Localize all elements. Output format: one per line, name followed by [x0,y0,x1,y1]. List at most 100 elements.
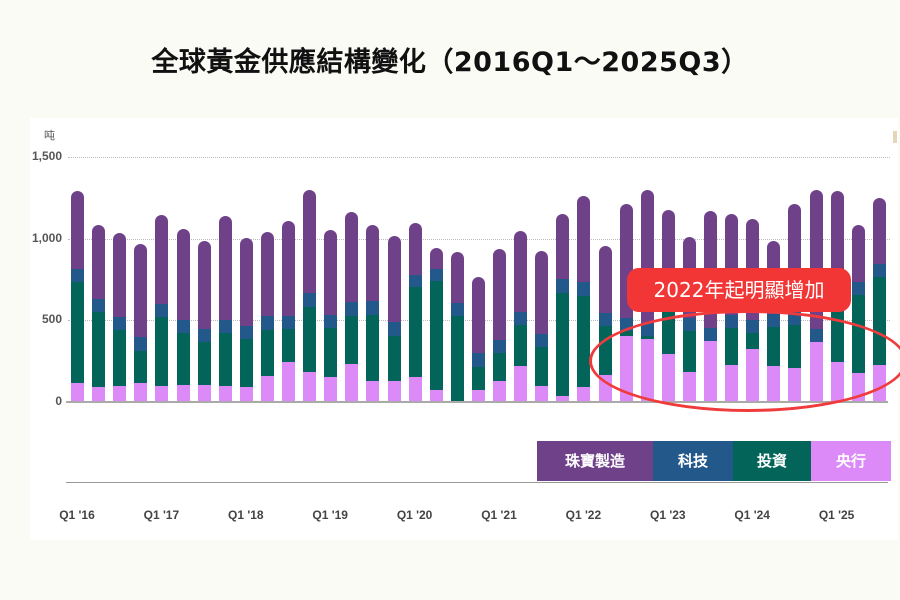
bar-segment [556,278,570,293]
bar-segment [155,317,169,386]
x-tick-label: Q1 '25 [818,508,855,522]
x-tick-label: Q1 '24 [734,508,770,522]
x-tick-label: Q1 '22 [565,508,602,522]
bar-segment [197,384,211,401]
gridline-1000 [68,239,890,240]
bar-segment [493,381,506,401]
bar-segment [387,235,401,323]
bar-2021Q4[interactable] [556,213,570,401]
x-tick-label: Q1 '18 [228,508,264,522]
bar-segment [176,333,190,385]
bar-segment [92,298,106,313]
bar-segment [134,350,148,384]
bar-segment [851,282,865,296]
bar-segment [408,222,422,275]
bar-segment [366,300,380,315]
bar-segment [471,366,485,390]
bar-2016Q3[interactable] [113,232,127,401]
bar-segment [577,282,591,297]
bar-2019Q2[interactable] [345,212,359,401]
bar-2020Q1[interactable] [408,222,422,401]
bar-2019Q1[interactable] [324,230,338,401]
x-tick-label: Q1 '19 [312,508,348,522]
bar-segment [387,322,401,336]
bar-segment [176,229,190,321]
bar-segment [71,383,84,401]
bar-2017Q1[interactable] [155,214,169,401]
bar-2021Q1[interactable] [493,248,506,401]
bar-2022Q1[interactable] [577,196,591,401]
bar-segment [535,386,549,401]
bar-segment [282,361,295,401]
bar-segment [113,330,127,386]
bar-2018Q2[interactable] [260,231,274,401]
bar-segment [556,213,570,279]
bar-2019Q3[interactable] [366,224,380,401]
bar-segment [303,190,317,293]
bar-2021Q3[interactable] [535,251,549,401]
x-tick-label: Q1 '20 [396,508,433,522]
bar-2018Q4[interactable] [303,190,317,401]
bar-segment [218,332,232,386]
bar-segment [92,387,106,401]
bar-segment [514,312,528,326]
bar-2016Q1[interactable] [71,191,84,401]
bar-2021Q2[interactable] [514,231,528,401]
bar-segment [260,330,274,376]
bar-2020Q3[interactable] [450,252,464,403]
bar-2016Q2[interactable] [92,225,106,401]
x-tick-label: Q1 '17 [143,508,180,522]
bar-segment [218,215,232,320]
bar-2018Q3[interactable] [282,221,295,401]
bar-segment [493,248,506,340]
bar-segment [556,292,570,397]
bar-segment [71,191,84,270]
chart-legend: 珠寶製造 科技 投資 央行 [537,441,891,481]
bar-segment [176,320,190,334]
x-tick-label: Q1 '16 [59,508,95,522]
bar-segment [239,387,253,401]
bar-segment [429,281,443,390]
bar-segment [92,312,106,388]
bar-segment [872,197,886,265]
bar-2016Q4[interactable] [134,244,148,401]
bar-segment [471,353,485,367]
bar-segment [134,383,148,401]
legend-item-central-bank[interactable]: 央行 [811,441,891,481]
bar-segment [514,231,528,313]
bar-segment [197,328,211,343]
bar-segment [134,336,148,351]
legend-item-technology[interactable]: 科技 [653,441,733,481]
bar-segment [324,377,338,401]
bar-segment [260,375,274,401]
annotation-callout: 2022年起明顯增加 [627,268,851,312]
bar-segment [535,334,549,348]
bar-2019Q4[interactable] [387,235,401,401]
bar-2017Q2[interactable] [176,229,190,401]
bar-segment [450,252,464,303]
bar-2017Q3[interactable] [197,240,211,401]
bar-segment [535,251,549,335]
y-tick-500: 500 [41,312,62,326]
bar-segment [345,212,359,302]
bar-2018Q1[interactable] [239,238,253,401]
bar-segment [450,315,464,401]
page-title: 全球黃金供應結構變化（2016Q1～2025Q3） [151,47,749,78]
bar-segment [872,264,886,278]
bar-segment [282,329,295,362]
gridline-1500 [68,157,890,158]
bar-segment [408,287,422,378]
bar-segment [429,269,443,282]
bar-segment [577,196,591,283]
bar-segment [429,389,443,401]
bar-segment [345,315,359,364]
zero-baseline [66,401,888,403]
bar-2020Q2[interactable] [429,248,443,401]
bar-segment [429,248,443,270]
bar-2020Q4[interactable] [471,276,485,401]
bar-segment [514,325,528,366]
legend-item-jewelry[interactable]: 珠寶製造 [537,441,653,481]
bar-2017Q4[interactable] [218,215,232,401]
bar-segment [514,365,528,401]
legend-item-investment[interactable]: 投資 [733,441,811,481]
